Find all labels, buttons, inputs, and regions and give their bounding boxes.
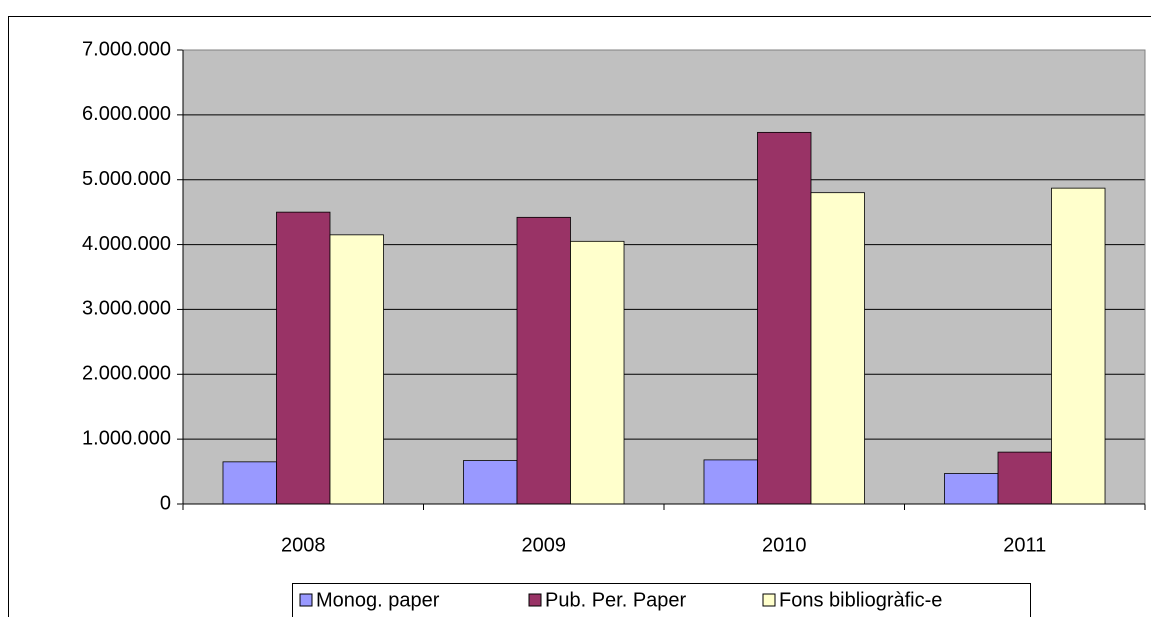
bar [222, 461, 277, 505]
y-tick-label: 1.000.000 [82, 427, 171, 449]
bar [463, 460, 518, 505]
bar [516, 216, 571, 505]
y-tick-label: 5.000.000 [82, 168, 171, 190]
legend-label: Monog. paper [316, 589, 440, 611]
x-tick-label: 2010 [762, 534, 807, 556]
legend-swatch [762, 593, 776, 607]
y-tick-label: 7.000.000 [82, 38, 171, 60]
bar [810, 192, 865, 505]
legend-box [292, 583, 1031, 617]
bar [1051, 187, 1106, 505]
legend-swatch [528, 593, 542, 607]
x-tick-label: 2011 [1003, 534, 1046, 556]
bar [997, 451, 1052, 505]
legend-label: Fons bibliogràfic-e [779, 589, 942, 611]
bar [570, 240, 625, 505]
bar [276, 211, 331, 505]
bar [757, 131, 812, 505]
y-tick-label: 6.000.000 [82, 103, 171, 125]
y-tick-label: 3.000.000 [82, 298, 171, 320]
bar [703, 459, 758, 505]
x-tick-label: 2009 [522, 534, 567, 556]
bar [329, 234, 384, 505]
bar [944, 473, 999, 505]
x-tick-label: 2008 [281, 534, 326, 556]
y-tick-label: 0 [160, 492, 171, 514]
legend-swatch [299, 593, 313, 607]
y-tick-label: 2.000.000 [82, 363, 171, 385]
y-tick-label: 4.000.000 [82, 233, 171, 255]
legend-label: Pub. Per. Paper [545, 589, 687, 611]
